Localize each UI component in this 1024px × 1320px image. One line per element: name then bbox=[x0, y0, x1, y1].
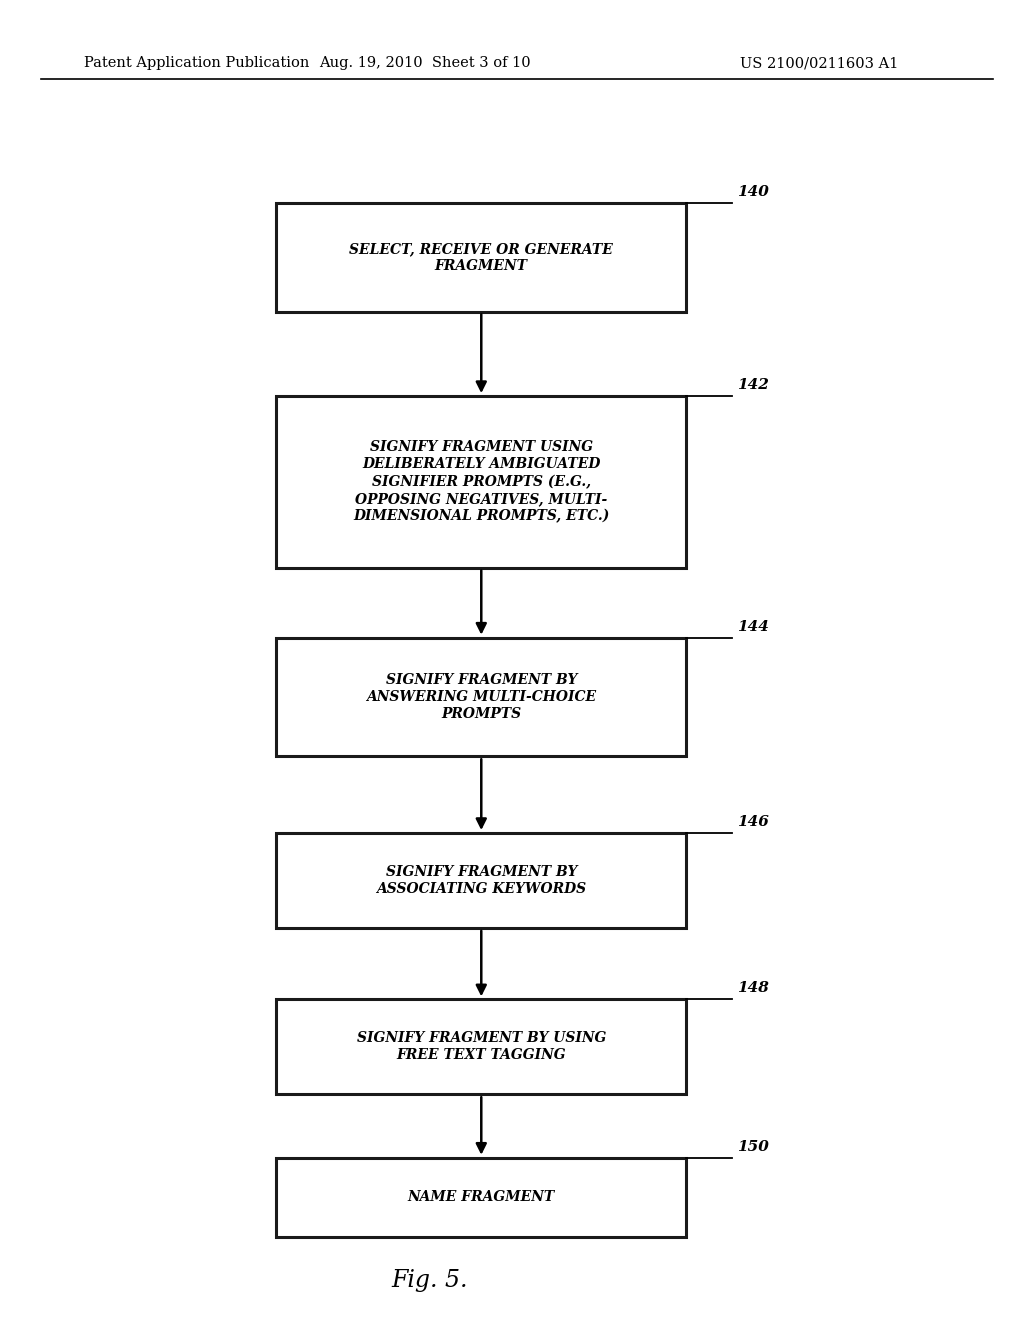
Text: Aug. 19, 2010  Sheet 3 of 10: Aug. 19, 2010 Sheet 3 of 10 bbox=[319, 57, 530, 70]
Text: SIGNIFY FRAGMENT BY USING
FREE TEXT TAGGING: SIGNIFY FRAGMENT BY USING FREE TEXT TAGG… bbox=[356, 1031, 606, 1063]
Text: 142: 142 bbox=[737, 378, 769, 392]
Text: Patent Application Publication: Patent Application Publication bbox=[84, 57, 309, 70]
Bar bbox=[276, 396, 686, 568]
Text: SIGNIFY FRAGMENT USING
DELIBERATELY AMBIGUATED
SIGNIFIER PROMPTS (E.G.,
OPPOSING: SIGNIFY FRAGMENT USING DELIBERATELY AMBI… bbox=[353, 440, 609, 524]
Bar bbox=[276, 638, 686, 756]
Text: 144: 144 bbox=[737, 619, 769, 634]
Bar bbox=[276, 203, 686, 312]
Bar bbox=[276, 999, 686, 1094]
Text: Fig. 5.: Fig. 5. bbox=[392, 1269, 468, 1292]
Text: 146: 146 bbox=[737, 814, 769, 829]
Text: SELECT, RECEIVE OR GENERATE
FRAGMENT: SELECT, RECEIVE OR GENERATE FRAGMENT bbox=[349, 242, 613, 273]
Text: US 2100/0211603 A1: US 2100/0211603 A1 bbox=[740, 57, 898, 70]
Text: 148: 148 bbox=[737, 981, 769, 995]
Text: 150: 150 bbox=[737, 1139, 769, 1154]
Text: 140: 140 bbox=[737, 185, 769, 199]
Text: NAME FRAGMENT: NAME FRAGMENT bbox=[408, 1191, 555, 1204]
Bar bbox=[276, 1158, 686, 1237]
Text: SIGNIFY FRAGMENT BY
ANSWERING MULTI-CHOICE
PROMPTS: SIGNIFY FRAGMENT BY ANSWERING MULTI-CHOI… bbox=[367, 673, 596, 721]
Bar bbox=[276, 833, 686, 928]
Text: SIGNIFY FRAGMENT BY
ASSOCIATING KEYWORDS: SIGNIFY FRAGMENT BY ASSOCIATING KEYWORDS bbox=[376, 865, 587, 896]
